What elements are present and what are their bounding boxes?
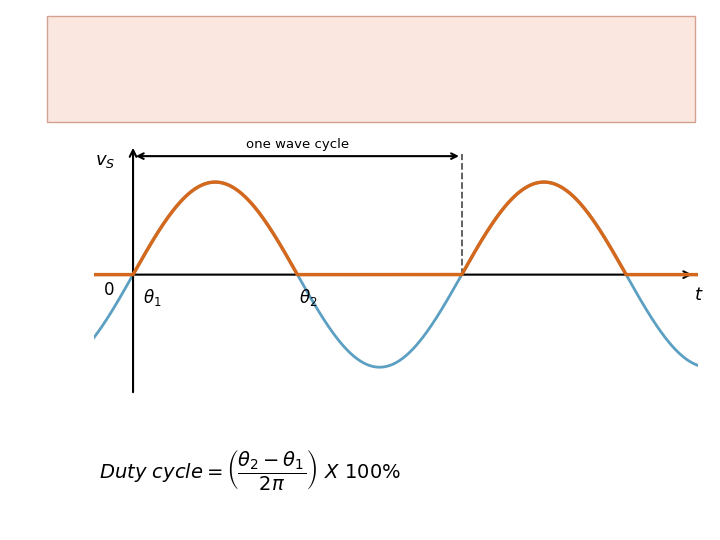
- Text: which the diode is conducting.: which the diode is conducting.: [63, 95, 451, 118]
- Text: $\mathit{Duty\ cycle} = \left(\dfrac{\theta_2 - \theta_1}{2\pi}\right)\ X\ 100\%: $\mathit{Duty\ cycle} = \left(\dfrac{\th…: [99, 447, 401, 492]
- Text: Duty Cycle: The: Duty Cycle: The: [63, 37, 274, 60]
- Text: over: over: [472, 37, 535, 60]
- Text: $0$: $0$: [103, 282, 114, 299]
- Text: one wave cycle: one wave cycle: [246, 138, 349, 151]
- Text: fraction of the wave cycle: fraction of the wave cycle: [228, 37, 586, 61]
- Text: $\theta_2$: $\theta_2$: [299, 287, 318, 308]
- Text: $\theta_1$: $\theta_1$: [143, 287, 161, 308]
- Text: $v_S$: $v_S$: [95, 152, 115, 170]
- Text: $t$: $t$: [693, 286, 703, 303]
